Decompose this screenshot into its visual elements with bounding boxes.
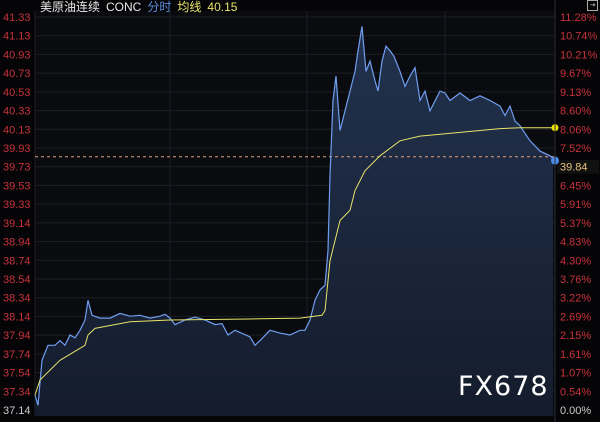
left-tick-label: 38.74: [3, 255, 31, 267]
right-tick-label: 9.13%: [560, 87, 591, 99]
left-tick-label: 39.93: [3, 143, 31, 155]
right-tick-label: 11.28%: [560, 12, 597, 24]
left-tick-label: 37.94: [3, 330, 31, 342]
left-tick-label: 37.34: [3, 386, 31, 398]
mode-label[interactable]: 分时: [147, 0, 172, 14]
last-price-label: 39.84: [560, 162, 588, 174]
left-tick-label: 38.14: [3, 311, 31, 323]
last-price-box: [557, 159, 599, 174]
right-tick-label: 7.52%: [560, 143, 591, 155]
right-tick-label: 4.30%: [560, 255, 591, 267]
left-tick-label: 39.14: [3, 218, 31, 230]
right-tick-label: 0.54%: [560, 386, 591, 398]
left-tick-label: 38.94: [3, 237, 31, 249]
left-tick-label: 39.73: [3, 162, 31, 174]
price-line: [34, 26, 554, 406]
left-tick-label: 40.13: [3, 124, 31, 136]
left-tick-label: 40.33: [3, 106, 31, 118]
right-tick-label: 3.22%: [560, 293, 591, 305]
left-tick-label: 41.33: [3, 12, 31, 24]
right-tick-label: 2.69%: [560, 311, 591, 323]
price-area-fill: [35, 26, 553, 417]
left-tick-label: 40.53: [3, 87, 31, 99]
left-tick-label: 38.34: [3, 293, 31, 305]
expand-icon[interactable]: ⇥: [587, 0, 598, 11]
right-tick-label: 6.45%: [560, 180, 591, 192]
chart-header: 美原油连续 CONC 分时 均线 40.15: [40, 1, 243, 14]
right-tick-label: 3.76%: [560, 274, 591, 286]
right-tick-label: 1.61%: [560, 349, 591, 361]
avg-label: 均线: [177, 0, 202, 14]
left-tick-label: 41.13: [3, 31, 31, 43]
right-tick-label: 10.21%: [560, 49, 598, 61]
left-tick-label: 39.53: [3, 180, 31, 192]
left-tick-label: 37.74: [3, 349, 31, 361]
left-tick-label: 37.54: [3, 368, 31, 380]
right-tick-label: 5.37%: [560, 218, 591, 230]
left-tick-label: 40.93: [3, 49, 31, 61]
average-line: [34, 127, 555, 396]
right-tick-label: 0.00%: [560, 405, 591, 417]
instrument-name: 美原油连续: [40, 0, 101, 14]
right-tick-label: 5.91%: [560, 199, 591, 211]
instrument-code: CONC: [106, 0, 142, 14]
right-tick-label: 9.67%: [560, 68, 591, 80]
left-tick-label: 40.73: [3, 68, 31, 80]
right-tick-label: 4.83%: [560, 237, 591, 249]
right-tick-label: 8.60%: [560, 106, 591, 118]
right-tick-label: 2.15%: [560, 330, 591, 342]
left-tick-label: 37.14: [3, 405, 31, 417]
right-tick-label: 10.74%: [560, 31, 598, 43]
left-tick-label: 38.54: [3, 274, 31, 286]
left-tick-label: 39.33: [3, 199, 31, 211]
right-tick-label: 1.07%: [560, 368, 591, 380]
avg-value: 40.15: [207, 0, 238, 14]
right-tick-label: 8.06%: [560, 124, 591, 136]
watermark: FX678: [458, 371, 549, 402]
